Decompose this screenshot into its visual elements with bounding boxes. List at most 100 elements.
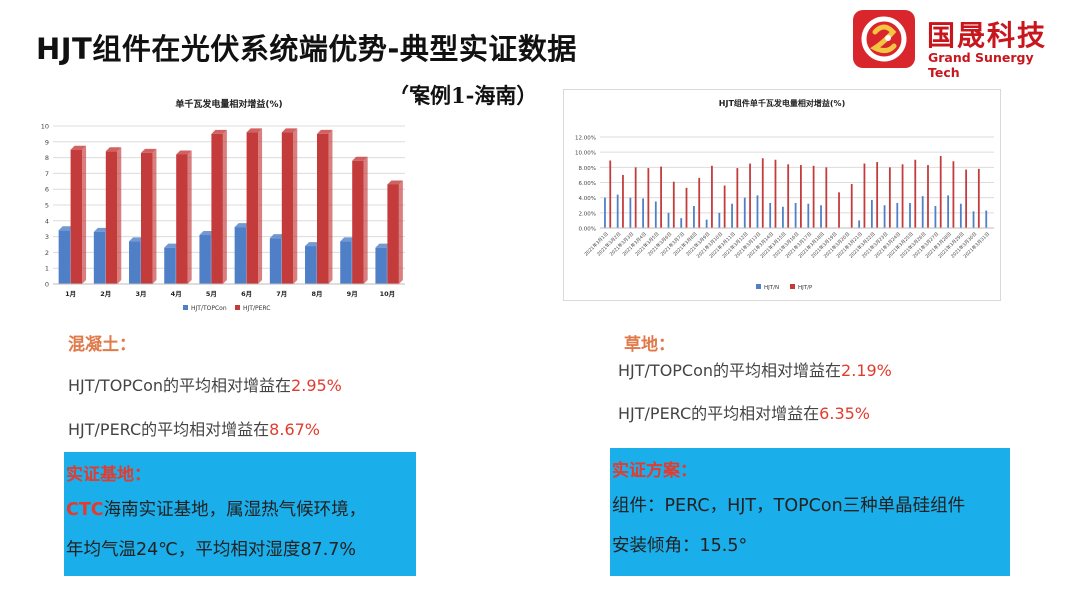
y-tick-label: 4 xyxy=(45,217,49,225)
bar-HJT/P xyxy=(863,163,866,228)
bar-HJT/TOPCon xyxy=(58,230,71,284)
legend-swatch xyxy=(235,305,240,310)
bar-HJT/P xyxy=(647,168,650,228)
stat-value: 8.67% xyxy=(269,420,320,439)
bar-HJT/N xyxy=(896,202,899,228)
bar-HJT/N xyxy=(654,201,657,228)
bar-HJT/PERC xyxy=(246,132,259,284)
bar-HJT/N xyxy=(947,195,950,228)
page-title: HJT组件在光伏系统端优势-典型实证数据 xyxy=(36,32,577,66)
x-tick-label: 3月 xyxy=(135,290,146,298)
bar-HJT/N xyxy=(794,202,797,228)
bar-HJT/P xyxy=(672,181,675,228)
y-tick-label: 1 xyxy=(45,265,49,273)
bar-side-HJT/PERC xyxy=(398,180,403,284)
grass-topcon-stat: HJT/TOPCon的平均相对增益在2.19% xyxy=(618,357,892,381)
bar-HJT/N xyxy=(604,197,606,228)
concrete-perc-stat: HJT/PERC的平均相对增益在8.67% xyxy=(68,416,320,440)
stat-label: HJT/PERC的平均相对增益在 xyxy=(618,404,820,423)
bar-HJT/P xyxy=(825,167,828,228)
bar-HJT/PERC xyxy=(317,133,329,284)
bar-HJT/N xyxy=(972,211,975,228)
bar-HJT/P xyxy=(812,165,815,228)
bar-HJT/N xyxy=(731,203,733,228)
bar-HJT/TOPCon xyxy=(129,241,141,284)
concrete-topcon-stat: HJT/TOPCon的平均相对增益在2.95% xyxy=(68,372,342,396)
monthly-gain-chart-svg: 单千瓦发电量相对增益(%) 0 1 2 3 4 5 6 7 8 9 10 1月 2月 3月 4月 5月 6月 7月 8… xyxy=(41,98,405,312)
bar-HJT/TOPCon xyxy=(375,247,387,284)
bar-HJT/N xyxy=(858,220,861,228)
bar-HJT/PERC xyxy=(211,133,223,284)
bar-HJT/P xyxy=(723,185,726,228)
concrete-section-title: 混凝土： xyxy=(68,335,136,355)
bar-HJT/N xyxy=(769,202,772,228)
legend-swatch xyxy=(790,284,795,289)
bar-HJT/P xyxy=(939,155,942,228)
x-tick-label: 1月 xyxy=(65,290,76,298)
bar-HJT/P xyxy=(927,165,929,228)
x-tick-label: 4月 xyxy=(171,290,182,298)
bar-side-HJT/PERC xyxy=(328,129,333,284)
bar-HJT/P xyxy=(711,165,713,228)
bar-top-HJT/TOPCon xyxy=(269,234,286,239)
y-tick-label: 3 xyxy=(45,233,49,241)
bar-HJT/N xyxy=(743,197,746,228)
bar-HJT/N xyxy=(642,198,644,228)
chart-title: 单千瓦发电量相对增益(%) xyxy=(175,98,282,110)
bar-HJT/TOPCon xyxy=(234,227,247,284)
bar-top-HJT/TOPCon xyxy=(58,226,75,231)
x-tick-label: 9月 xyxy=(347,290,358,298)
bar-HJT/P xyxy=(888,167,891,228)
bar-top-HJT/PERC xyxy=(317,129,333,134)
y-tick-label: 9 xyxy=(45,138,49,146)
bar-HJT/N xyxy=(883,205,886,228)
bar-HJT/P xyxy=(787,164,790,228)
bar-top-HJT/TOPCon xyxy=(93,227,110,232)
logo-name-en: Grand Sunergy Tech xyxy=(928,50,1034,80)
bar-HJT/P xyxy=(977,168,980,228)
bar-side-HJT/PERC xyxy=(117,147,122,284)
bar-HJT/N xyxy=(782,206,784,228)
test-site-line-1: CTC海南实证基地，属湿热气候环境， xyxy=(66,496,366,521)
y-tick-label: 7 xyxy=(45,170,49,178)
bar-HJT/N xyxy=(756,195,759,228)
bar-top-HJT/PERC xyxy=(70,145,87,150)
bar-top-HJT/TOPCon xyxy=(375,243,391,248)
logo-badge-icon xyxy=(853,10,915,68)
bar-HJT/P xyxy=(761,158,764,228)
bar-HJT/N xyxy=(985,210,988,228)
bar-HJT/N xyxy=(616,194,619,228)
x-tick-label: 5月 xyxy=(206,290,217,298)
x-tick-label: 2月 xyxy=(100,290,111,298)
bar-HJT/N xyxy=(718,212,721,228)
legend-label: HJT/PERC xyxy=(243,305,270,312)
bar-side-HJT/PERC xyxy=(152,148,157,284)
bar-HJT/N xyxy=(921,196,924,228)
bar-top-HJT/TOPCon xyxy=(340,237,356,242)
stat-label: HJT/TOPCon的平均相对增益在 xyxy=(618,361,842,380)
bar-HJT/P xyxy=(774,159,777,228)
bar-top-HJT/PERC xyxy=(211,129,227,134)
bar-top-HJT/PERC xyxy=(105,147,122,152)
bar-top-HJT/TOPCon xyxy=(129,237,145,242)
bar-HJT/N xyxy=(909,202,911,228)
y-tick-label: 0.00% xyxy=(579,227,596,233)
bar-HJT/P xyxy=(609,160,612,228)
bar-HJT/P xyxy=(850,184,853,228)
test-plan-line-2: 安装倾角：15.5° xyxy=(612,536,748,556)
bar-HJT/TOPCon xyxy=(340,241,352,284)
bar-HJT/P xyxy=(800,165,802,228)
legend-label: HJT/N xyxy=(764,285,779,291)
bar-HJT/N xyxy=(667,212,670,228)
bar-side-HJT/PERC xyxy=(82,145,87,284)
bar-HJT/TOPCon xyxy=(93,231,106,284)
y-tick-label: 10 xyxy=(41,123,49,131)
grass-perc-stat: HJT/PERC的平均相对增益在6.35% xyxy=(618,400,870,424)
y-tick-label: 8.00% xyxy=(579,166,596,172)
bar-HJT/PERC xyxy=(105,151,118,284)
bar-HJT/TOPCon xyxy=(199,235,211,284)
bar-side-HJT/PERC xyxy=(293,128,298,284)
chart-title: HJT组件单千瓦发电量相对增益(%) xyxy=(719,98,845,108)
x-tick-label: 8月 xyxy=(311,290,322,298)
bar-top-HJT/PERC xyxy=(387,180,403,185)
